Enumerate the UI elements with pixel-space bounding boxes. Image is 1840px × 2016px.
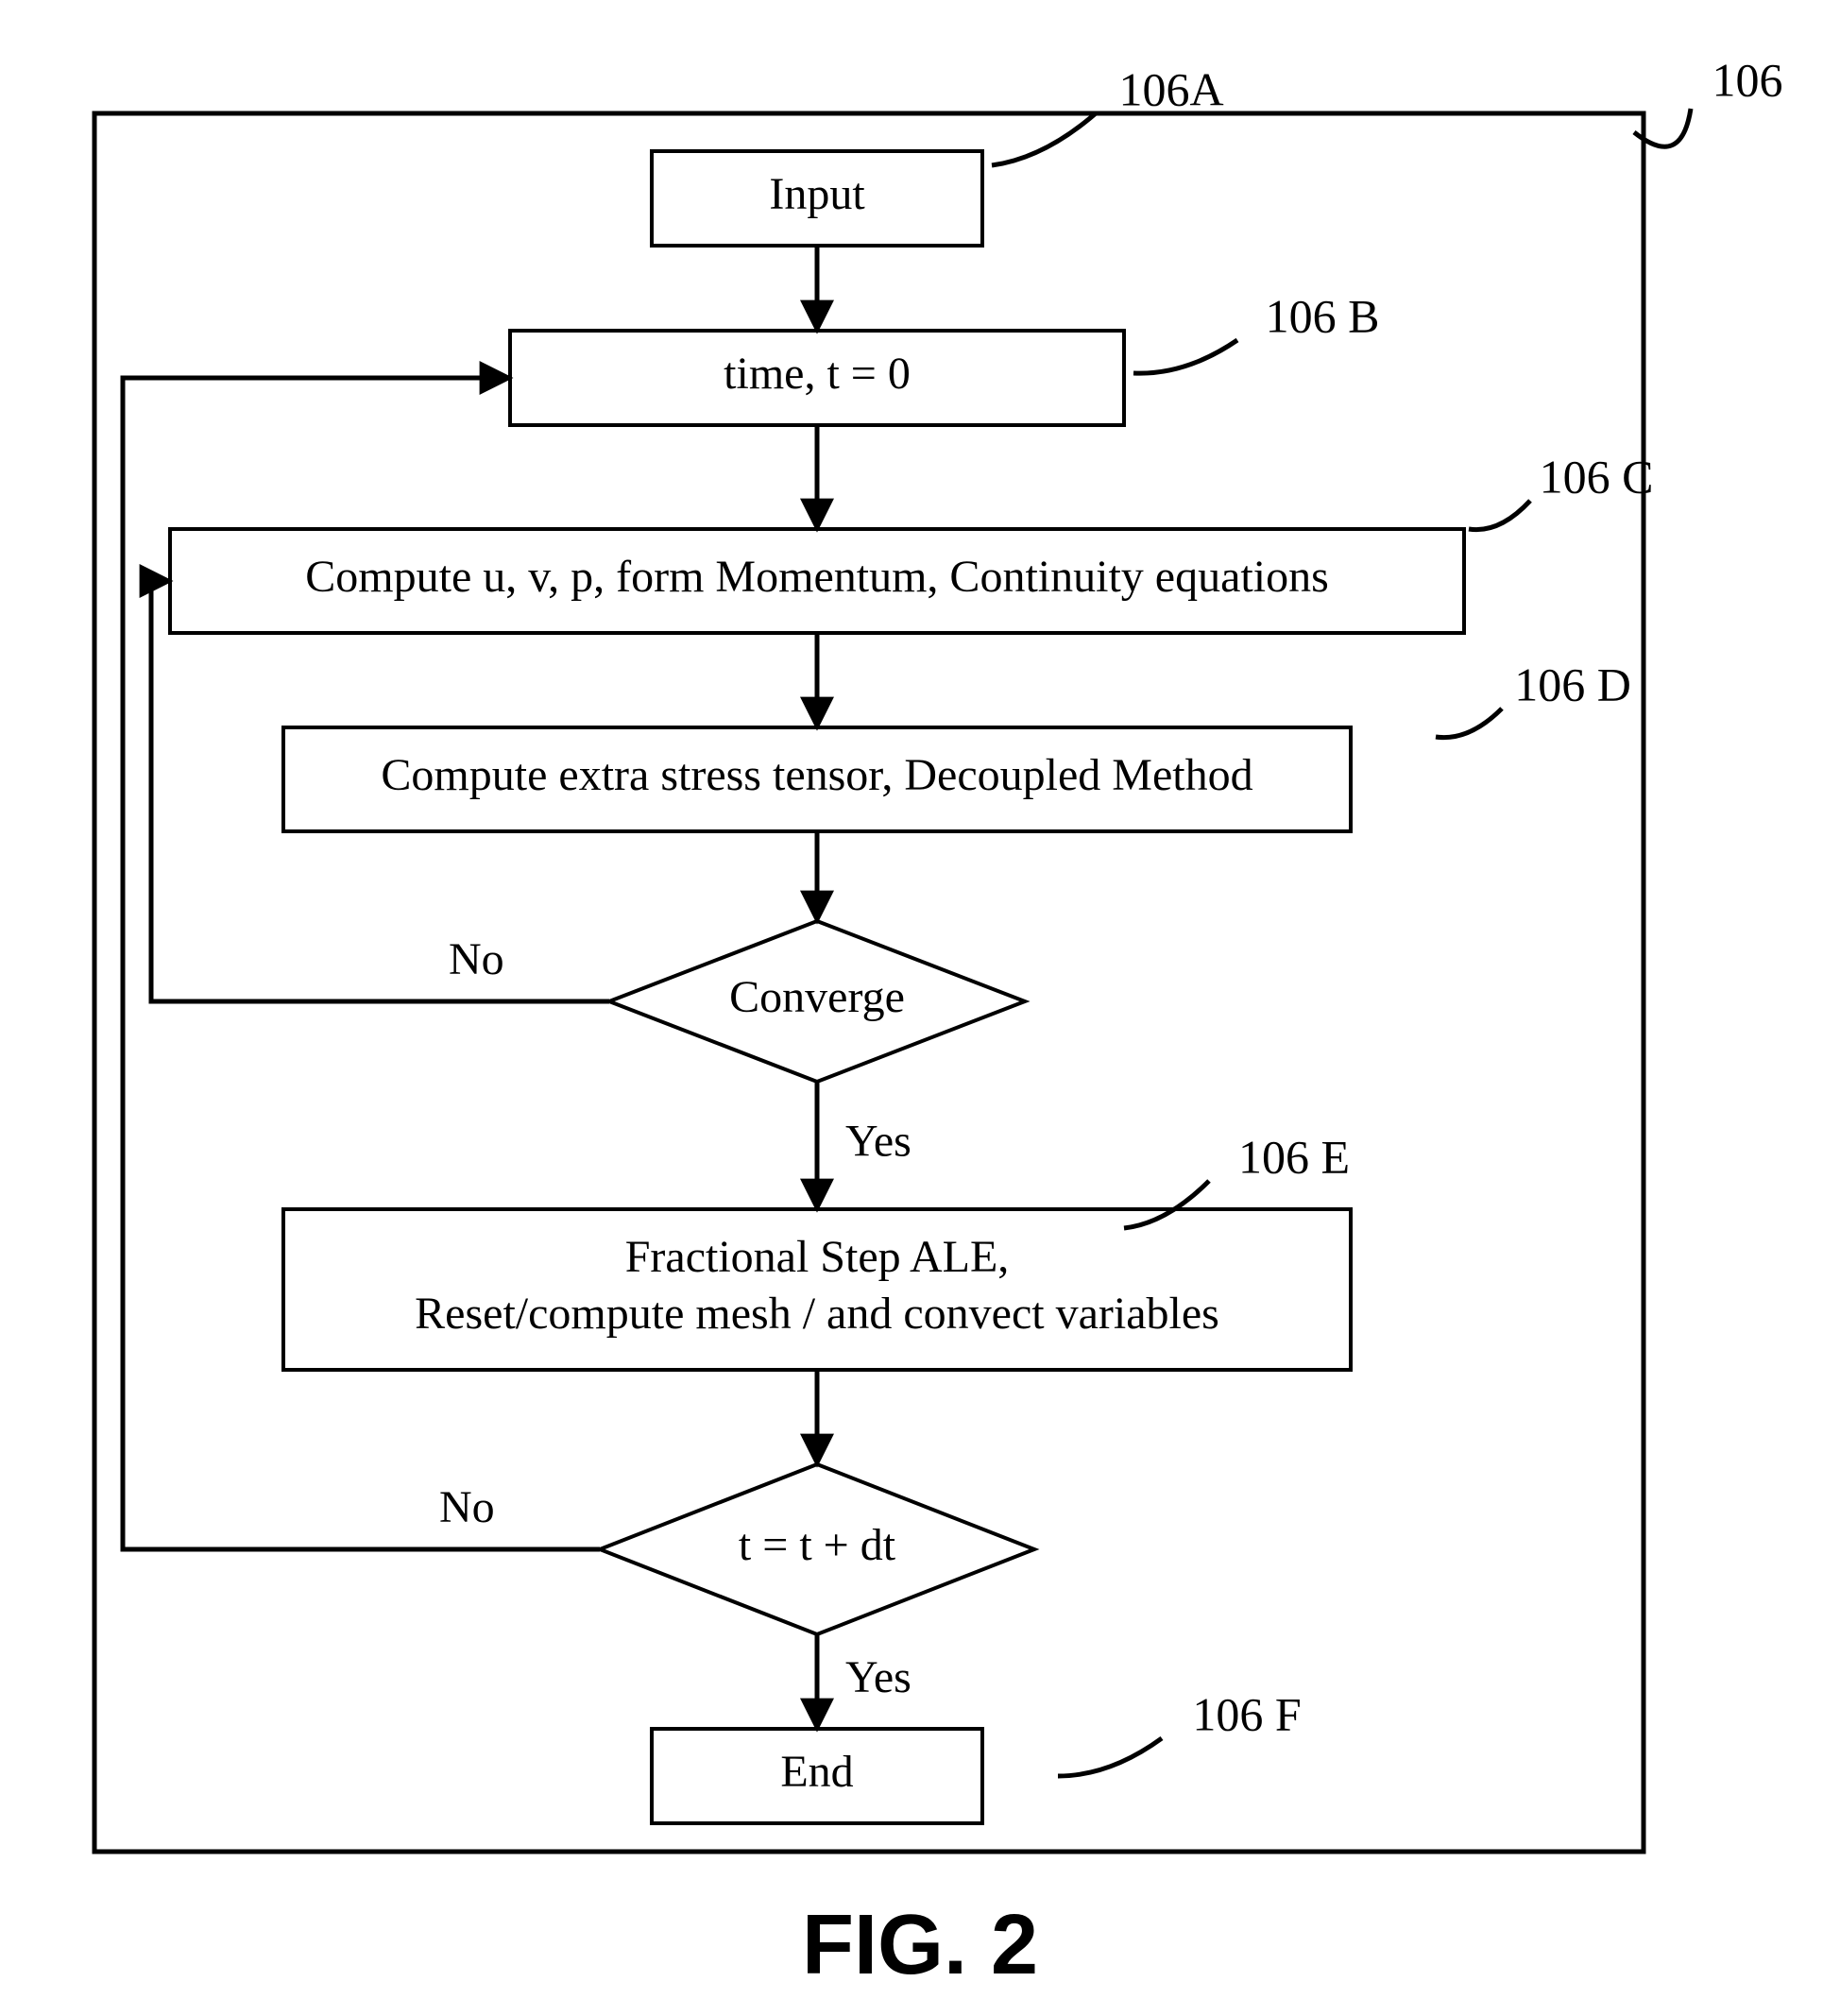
ref-label-106: 106	[1712, 53, 1783, 106]
node-ale: Fractional Step ALE, Reset/compute mesh /…	[283, 1209, 1351, 1370]
node-time-text: time, t = 0	[724, 349, 911, 399]
node-compute: Compute u, v, p, form Momentum, Continui…	[170, 529, 1464, 633]
edge-label-tstep-end: Yes	[845, 1652, 911, 1702]
node-compute-text: Compute u, v, p, form Momentum, Continui…	[305, 552, 1329, 602]
node-ale-text: Reset/compute mesh / and convect variabl…	[415, 1289, 1219, 1339]
edge-label-tstep-time: No	[439, 1482, 495, 1532]
node-conv-text: Converge	[729, 972, 905, 1022]
ref-label-106 C: 106 C	[1540, 450, 1654, 503]
node-conv: Converge	[609, 921, 1025, 1082]
node-ale-text: Fractional Step ALE,	[625, 1232, 1010, 1282]
ref-leader-106A	[992, 113, 1096, 165]
node-input-text: Input	[769, 169, 865, 219]
ref-leader-106 D	[1436, 709, 1502, 738]
ref-label-106 E: 106 E	[1238, 1130, 1350, 1183]
node-time: time, t = 0	[510, 331, 1124, 425]
ref-label-106 D: 106 D	[1514, 658, 1631, 710]
node-input: Input	[652, 151, 982, 246]
ref-leader-106 C	[1469, 501, 1530, 530]
figure-caption: FIG. 2	[802, 1898, 1038, 1992]
node-end-text: End	[780, 1747, 853, 1797]
ref-label-106 B: 106 B	[1266, 289, 1380, 342]
node-tstep-text: t = t + dt	[739, 1520, 896, 1570]
ref-label-106A: 106A	[1118, 62, 1223, 115]
node-end: End	[652, 1729, 982, 1823]
ref-leader-106 B	[1133, 340, 1237, 373]
node-stress: Compute extra stress tensor, Decoupled M…	[283, 727, 1351, 831]
edge-label-conv-ale: Yes	[845, 1117, 911, 1167]
node-stress-text: Compute extra stress tensor, Decoupled M…	[381, 750, 1252, 800]
edge-label-conv-compute: No	[449, 934, 504, 984]
node-tstep: t = t + dt	[600, 1464, 1034, 1634]
ref-leader-106 F	[1058, 1738, 1162, 1776]
ref-label-106 F: 106 F	[1192, 1687, 1301, 1740]
